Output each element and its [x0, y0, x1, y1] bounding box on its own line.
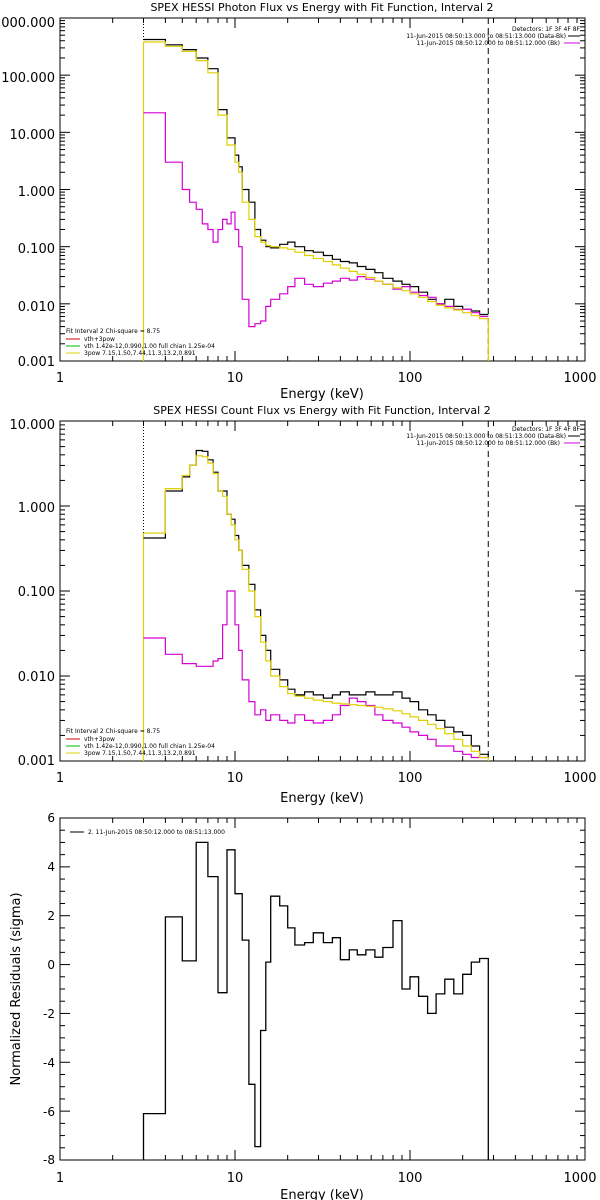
x-tick-label: 100	[398, 771, 423, 786]
count-flux-x-tick-labels: 1 10 100 1000	[56, 771, 597, 786]
detectors-label: Detectors: 1F 3F 4F 8F	[512, 426, 581, 433]
count-flux-panel: SPEX HESSI Count Flux vs Energy with Fit…	[10, 404, 597, 806]
fit-3pow-series-line	[143, 455, 489, 761]
legend-entry-3pow: 3pow 7.15,1.50,7.44,11.3,13.2,0.891	[84, 750, 196, 757]
count-flux-legend-fit: Fit Interval 2 Chi-square = 8.75 vth+3po…	[66, 728, 215, 757]
y-tick-label: 100.000	[1, 71, 55, 86]
y-tick-label: 10.000	[10, 418, 56, 433]
photon-flux-x-axis-label: Energy (keV)	[280, 387, 364, 402]
y-tick-label: 2	[47, 909, 55, 923]
residuals-y-tick-labels: 6 4 2 0 -2 -4 -6 -8	[43, 811, 55, 1167]
background-series-line	[143, 590, 489, 759]
y-tick-label: 0.010	[18, 670, 55, 685]
legend-entry-data: 11-Jun-2015 08:50:13.000 to 08:51:13.000…	[406, 433, 566, 440]
data-bk-series-line	[143, 449, 489, 758]
count-flux-series	[143, 449, 489, 761]
x-tick-label: 10	[227, 371, 244, 386]
photon-flux-plot-frame	[59, 17, 586, 362]
photon-flux-energy-range-lines	[142, 18, 489, 361]
residuals-x-axis-label: Energy (keV)	[280, 1188, 364, 1200]
count-flux-x-axis-label: Energy (keV)	[280, 791, 364, 806]
legend-entry-data: 11-Jun-2015 08:50:13.000 to 08:51:13.000…	[406, 33, 566, 40]
x-tick-label: 1000	[563, 1171, 596, 1186]
residuals-plot-frame	[59, 817, 586, 1161]
count-flux-legend-topright: Detectors: 1F 3F 4F 8F 11-Jun-2015 08:50…	[406, 426, 580, 447]
legend-entry-vth-3pow: vth+3pow	[84, 736, 115, 743]
photon-flux-x-tick-labels: 1 10 100 1000	[56, 371, 597, 386]
legend-entry-residuals: 2. 11-Jun-2015 08:50:12.000 to 08:51:13.…	[88, 829, 225, 836]
data-bk-series-line	[143, 38, 489, 316]
x-tick-label: 10	[227, 771, 244, 786]
count-flux-energy-range-lines	[142, 421, 489, 761]
y-tick-label: 0.001	[18, 754, 55, 769]
legend-entry-vth: vth 1.42e-12,0.990,1.00 full chian 1.25e…	[84, 743, 215, 750]
x-tick-label: 100	[398, 371, 423, 386]
residuals-y-axis-label: Normalized Residuals (sigma)	[9, 892, 24, 1085]
photon-flux-y-tick-labels: 1000.000 100.000 10.000 1.000 0.100 0.01…	[0, 16, 55, 370]
y-tick-label: 1.000	[18, 501, 55, 516]
residuals-series-line	[142, 841, 489, 1160]
y-tick-label: 10.000	[10, 128, 56, 143]
y-tick-label: -4	[43, 1056, 55, 1070]
background-series-line	[143, 112, 489, 328]
residuals-x-tick-labels: 1 10 100 1000	[56, 1171, 597, 1186]
y-tick-label: 0	[47, 958, 55, 972]
residuals-series	[142, 841, 489, 1160]
x-tick-label: 1	[56, 771, 64, 786]
y-tick-label: 0.100	[18, 585, 55, 600]
residuals-legend: 2. 11-Jun-2015 08:50:12.000 to 08:51:13.…	[70, 829, 225, 836]
y-tick-label: -8	[43, 1153, 55, 1167]
count-flux-plot-frame	[59, 420, 586, 762]
legend-entry-bk: 11-Jun-2015 08:50:12.000 to 08:51:12.000…	[417, 440, 560, 447]
legend-entry-3pow: 3pow 7.15,1.50,7.44,11.3,13.2,0.891	[84, 350, 196, 357]
y-tick-label: -2	[43, 1007, 55, 1021]
legend-entry-vth: vth 1.42e-12,0.990,1.00 full chian 1.25e…	[84, 343, 215, 350]
count-flux-ticks	[59, 421, 585, 762]
x-tick-label: 100	[398, 1171, 423, 1186]
y-tick-label: 0.100	[18, 242, 55, 257]
x-tick-label: 1	[56, 1171, 64, 1186]
x-tick-label: 1000	[563, 371, 596, 386]
detectors-label: Detectors: 1F 3F 4F 8F	[512, 26, 581, 33]
legend-entry-vth-3pow: vth+3pow	[84, 336, 115, 343]
count-flux-y-tick-labels: 10.000 1.000 0.100 0.010 0.001	[10, 418, 56, 769]
count-flux-title: SPEX HESSI Count Flux vs Energy with Fit…	[153, 404, 490, 417]
photon-flux-title: SPEX HESSI Photon Flux vs Energy with Fi…	[150, 1, 493, 14]
residuals-panel: 6 4 2 0 -2 -4 -6 -8 1 10 100 1000 Energy…	[9, 811, 597, 1200]
photon-flux-legend-topright: Detectors: 1F 3F 4F 8F 11-Jun-2015 08:50…	[406, 26, 580, 47]
photon-flux-ticks	[59, 18, 585, 362]
y-tick-label: 1000.000	[0, 16, 55, 31]
y-tick-label: 0.001	[18, 355, 55, 370]
y-tick-label: 4	[47, 860, 55, 874]
fit-header: Fit Interval 2 Chi-square = 8.75	[66, 328, 160, 335]
y-tick-label: 6	[47, 811, 55, 825]
y-tick-label: -6	[43, 1105, 55, 1119]
y-tick-label: 0.010	[18, 300, 55, 315]
x-tick-label: 1	[56, 371, 64, 386]
legend-entry-bk: 11-Jun-2015 08:50:12.000 to 08:51:12.000…	[417, 40, 560, 47]
x-tick-label: 1000	[563, 771, 596, 786]
fit-header: Fit Interval 2 Chi-square = 8.75	[66, 728, 160, 735]
photon-flux-series	[143, 38, 489, 361]
photon-flux-panel: SPEX HESSI Photon Flux vs Energy with Fi…	[0, 1, 597, 402]
y-tick-label: 1.000	[18, 185, 55, 200]
photon-flux-legend-fit: Fit Interval 2 Chi-square = 8.75 vth+3po…	[66, 328, 215, 357]
residuals-ticks	[59, 817, 585, 1161]
x-tick-label: 10	[227, 1171, 244, 1186]
fit-3pow-series-line	[143, 41, 489, 361]
